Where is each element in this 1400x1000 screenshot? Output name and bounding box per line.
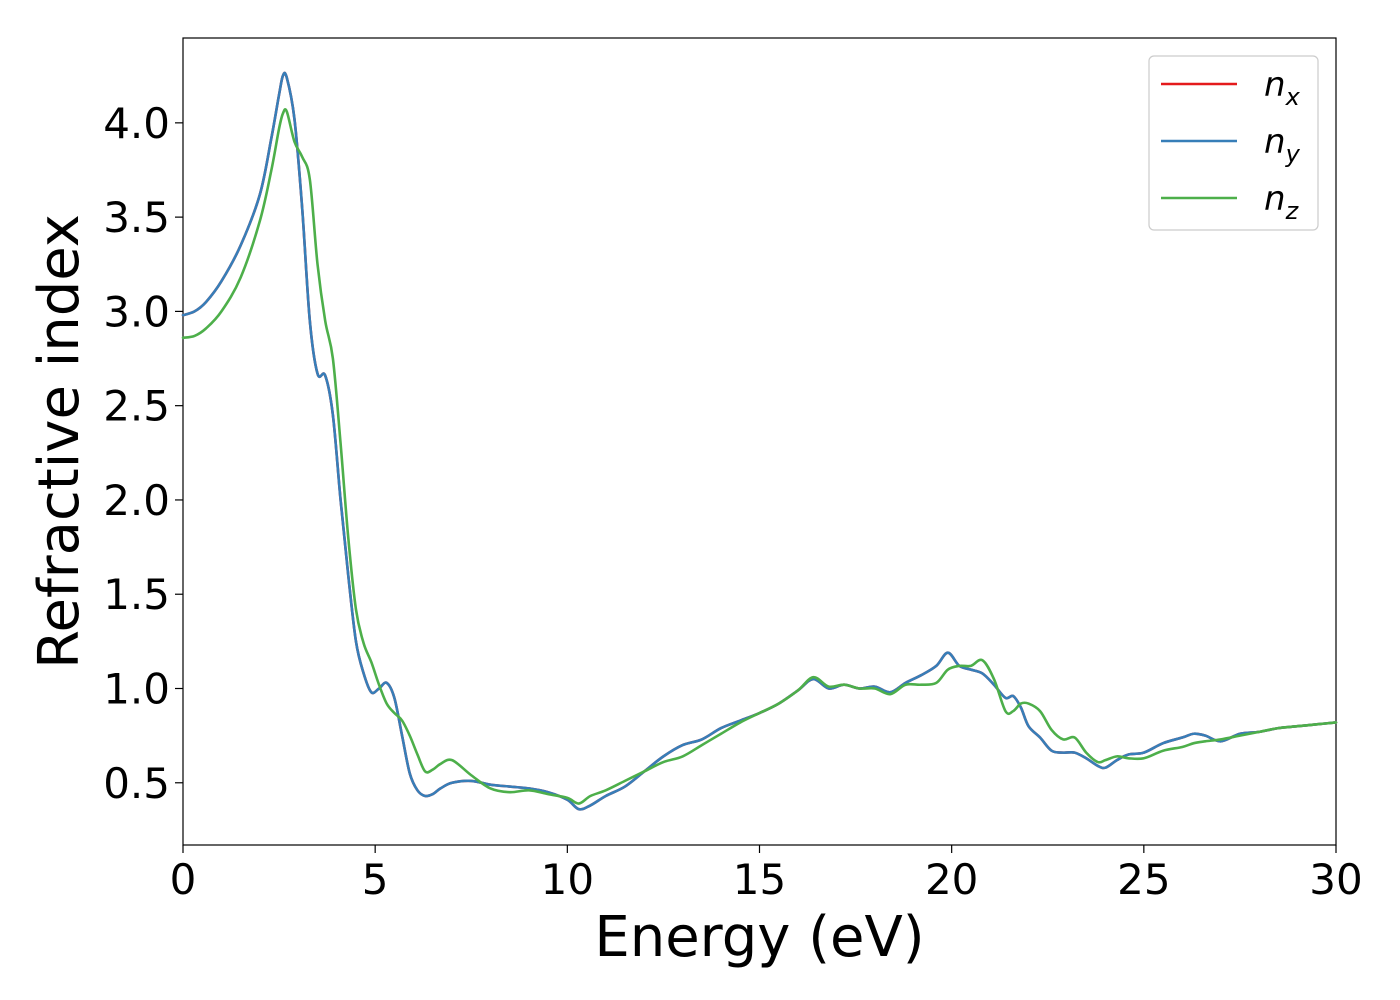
y-tick-label: 3.0 (103, 287, 170, 336)
y-tick-label: 1.0 (103, 665, 170, 714)
legend-label-base: n (1264, 65, 1286, 105)
legend-label-subscript: x (1285, 83, 1301, 111)
y-tick-label: 2.0 (103, 476, 170, 525)
y-tick-label: 0.5 (103, 759, 170, 808)
series-group (181, 71, 1338, 811)
legend-label: nx (1264, 65, 1301, 111)
x-tick-label: 5 (362, 855, 389, 904)
y-tick-label: 2.5 (103, 382, 170, 431)
legend-label-base: n (1264, 179, 1286, 219)
series-line-n-y (181, 71, 1338, 811)
y-tick-label: 3.5 (103, 193, 170, 242)
series-line-n-z (181, 108, 1338, 805)
y-axis-title: Refractive index (27, 214, 92, 669)
legend-label-subscript: z (1285, 197, 1300, 225)
legend-label: nz (1264, 179, 1300, 225)
x-tick-label: 25 (1117, 855, 1170, 904)
legend-label-subscript: y (1285, 140, 1301, 168)
x-tick-label: 20 (925, 855, 978, 904)
x-tick-label: 30 (1309, 855, 1362, 904)
x-tick-label: 0 (170, 855, 197, 904)
legend-label: ny (1264, 122, 1301, 168)
x-tick-label: 10 (541, 855, 594, 904)
y-tick-label: 4.0 (103, 99, 170, 148)
legend-label-base: n (1264, 122, 1286, 162)
x-axis-title: Energy (eV) (594, 905, 924, 970)
x-tick-label: 15 (733, 855, 786, 904)
x-axis-ticks: 0 5 10 15 20 25 30 (170, 845, 1363, 904)
y-axis-ticks: 0.5 1.0 1.5 2.0 2.5 3.0 3.5 4.0 (103, 99, 183, 808)
legend-box (1148, 55, 1319, 231)
y-tick-label: 1.5 (103, 570, 170, 619)
